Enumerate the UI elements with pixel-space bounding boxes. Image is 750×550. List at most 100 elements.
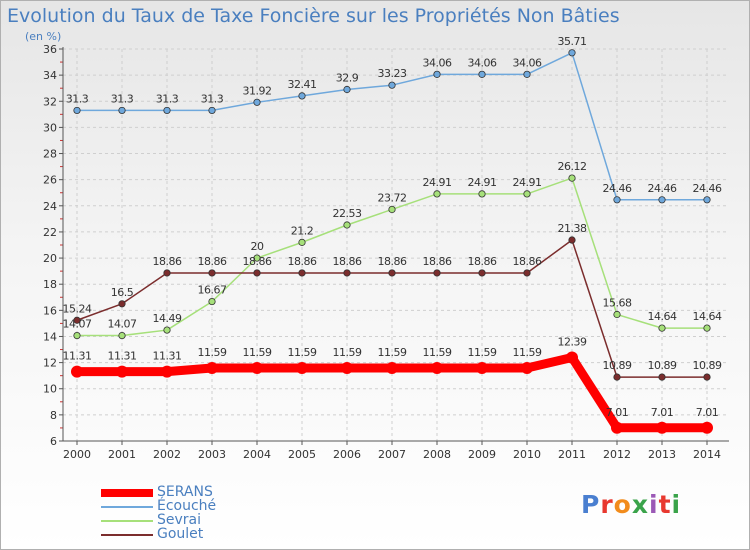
data-point: [386, 361, 398, 374]
data-point: [343, 221, 351, 229]
y-tick-label: 10: [43, 383, 57, 396]
data-label: 16.67: [198, 284, 227, 297]
data-label: 18.86: [468, 255, 497, 268]
data-point: [73, 106, 81, 115]
data-label: 24.46: [648, 182, 677, 195]
x-tick-label: 2009: [468, 448, 496, 461]
data-point: [658, 196, 666, 204]
x-tick-label: 2005: [288, 448, 316, 461]
data-label: 24.91: [423, 176, 452, 189]
x-tick-label: 2002: [153, 448, 181, 461]
legend-swatch: [101, 506, 153, 508]
data-label: 14.64: [648, 310, 677, 323]
data-point: [658, 324, 666, 332]
data-point: [343, 269, 351, 277]
data-label: 34.06: [513, 56, 542, 69]
y-tick-label: 20: [43, 252, 57, 265]
legend-swatch: [101, 489, 153, 497]
x-tick-label: 2004: [243, 448, 271, 461]
data-point: [163, 106, 171, 115]
data-point: [701, 421, 713, 434]
data-point: [208, 106, 216, 115]
legend-label: Sevrai: [157, 512, 202, 528]
data-point: [296, 361, 308, 374]
data-label: 18.86: [333, 255, 362, 268]
data-label: 11.31: [153, 350, 182, 363]
data-point: [566, 351, 578, 364]
data-label: 21.2: [291, 224, 314, 237]
data-point: [253, 98, 261, 106]
y-tick-label: 8: [50, 409, 57, 422]
data-label: 24.91: [513, 176, 542, 189]
data-point: [208, 269, 216, 277]
data-point: [388, 269, 396, 277]
data-point: [206, 361, 218, 374]
data-point: [703, 196, 711, 204]
data-label: 20: [251, 240, 264, 253]
data-point: [208, 297, 216, 306]
data-point: [478, 269, 486, 277]
data-point: [343, 85, 351, 94]
data-point: [703, 373, 711, 381]
data-point: [298, 269, 306, 277]
legend-swatch: [101, 520, 153, 522]
data-point: [341, 361, 353, 374]
y-tick-label: 26: [43, 174, 57, 187]
data-point: [431, 361, 443, 374]
data-label: 11.59: [378, 346, 407, 359]
y-tick-label: 34: [43, 69, 57, 82]
data-point: [73, 316, 81, 324]
legend-label: Écouché: [157, 498, 217, 514]
y-tick-label: 32: [43, 95, 57, 108]
data-point: [163, 269, 171, 277]
data-label: 35.71: [558, 35, 587, 48]
data-label: 34.06: [423, 56, 452, 69]
data-label: 24.91: [468, 176, 497, 189]
data-label: 31.3: [66, 92, 89, 105]
data-label: 15.24: [63, 302, 92, 315]
data-point: [298, 238, 306, 246]
data-point: [613, 196, 621, 204]
data-point: [388, 205, 396, 214]
data-label: 31.92: [243, 84, 272, 97]
data-point: [73, 331, 81, 340]
data-point: [161, 365, 173, 378]
x-tick-label: 2000: [63, 448, 91, 461]
data-point: [523, 70, 531, 78]
y-tick-label: 18: [43, 278, 57, 291]
data-label: 18.86: [198, 255, 227, 268]
data-label: 11.59: [513, 346, 542, 359]
y-tick-label: 28: [43, 148, 57, 161]
data-point: [118, 331, 126, 340]
y-tick-label: 30: [43, 121, 57, 134]
data-point: [523, 190, 531, 198]
x-tick-label: 2006: [333, 448, 361, 461]
data-label: 26.12: [558, 160, 587, 173]
data-point: [118, 106, 126, 115]
data-label: 18.86: [423, 255, 452, 268]
y-tick-label: 12: [43, 357, 57, 370]
data-point: [433, 269, 441, 277]
chart-title: Evolution du Taux de Taxe Foncière sur l…: [7, 5, 620, 27]
data-point: [251, 361, 263, 374]
data-point: [656, 421, 668, 434]
x-tick-label: 2013: [648, 448, 676, 461]
data-point: [163, 326, 171, 334]
x-tick-label: 2010: [513, 448, 541, 461]
chart-legend: SERANS Écouché Sevrai Goulet: [101, 484, 301, 542]
legend-label: SERANS: [157, 484, 213, 500]
data-label: 10.89: [693, 359, 722, 372]
proxiti-logo: Proxiti: [581, 490, 682, 519]
y-tick-label: 22: [43, 226, 57, 239]
y-tick-label: 36: [43, 43, 57, 56]
data-label: 10.89: [648, 359, 677, 372]
data-point: [523, 269, 531, 277]
legend-swatch: [101, 534, 153, 536]
y-tick-label: 24: [43, 200, 57, 213]
x-tick-label: 2012: [603, 448, 631, 461]
legend-label: Goulet: [157, 526, 204, 542]
data-label: 7.01: [696, 406, 719, 419]
data-label: 14.64: [693, 310, 722, 323]
